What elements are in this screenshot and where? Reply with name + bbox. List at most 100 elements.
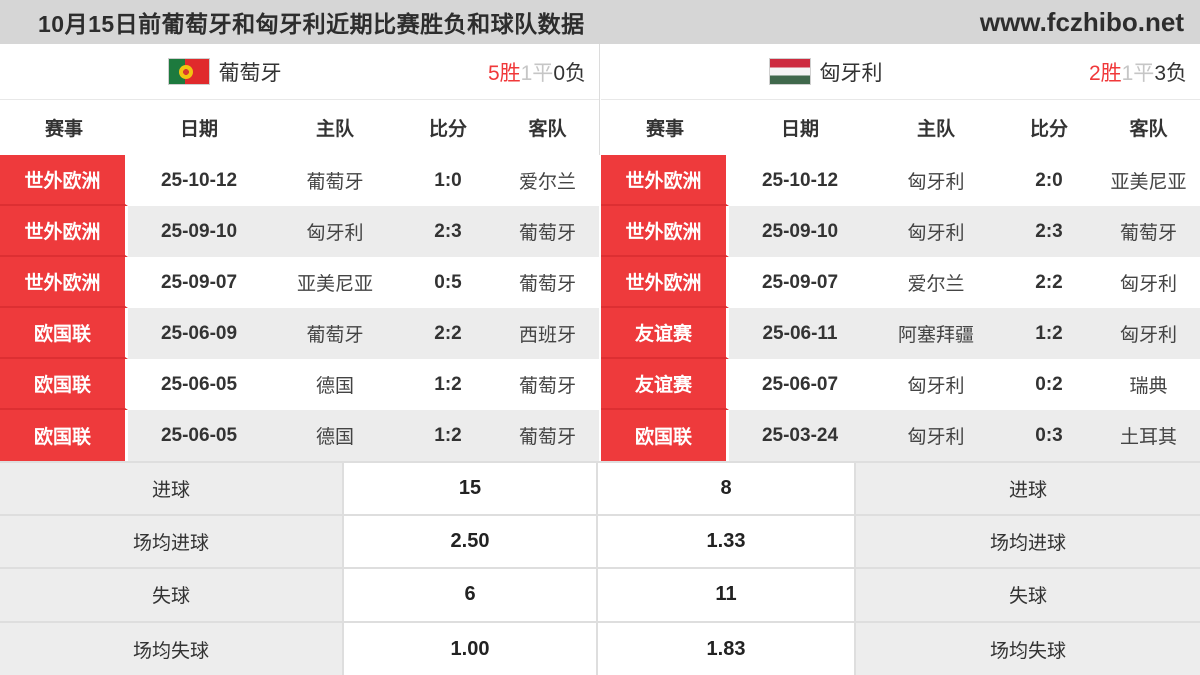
column-header-home: 主队	[916, 119, 955, 140]
table-row: 世外欧洲 25-10-12 匈牙利 2:0 亚美尼亚	[601, 155, 1200, 206]
competition-badge: 欧国联	[0, 308, 128, 359]
match-date: 25-09-07	[160, 271, 238, 293]
competition-badge: 友谊赛	[601, 359, 729, 410]
stat-label-avg-goals: 场均进球	[0, 516, 344, 570]
team-name: 匈牙利	[819, 61, 883, 85]
competition-badge: 世外欧洲	[601, 257, 729, 308]
home-team: 爱尔兰	[907, 274, 965, 295]
title-bar: 10月15日前葡萄牙和匈牙利近期比赛胜负和球队数据 www.fczhibo.ne…	[0, 0, 1200, 44]
stat-label-avg-goals: 场均进球	[856, 516, 1200, 570]
hungary-flag-icon	[768, 58, 811, 85]
home-team: 匈牙利	[907, 223, 965, 244]
home-team: 葡萄牙	[306, 325, 364, 346]
losses-count: 3负	[1154, 61, 1187, 85]
hungary-header: 匈牙利 2胜1平3负	[601, 44, 1200, 100]
match-date: 25-09-10	[761, 220, 839, 242]
stat-value-conceded-portugal: 6	[344, 569, 598, 623]
away-team: 瑞典	[1129, 376, 1168, 397]
away-team: 葡萄牙	[1119, 223, 1177, 244]
match-score: 2:3	[1035, 220, 1063, 242]
table-divider	[599, 44, 600, 155]
stat-label-conceded: 失球	[0, 569, 344, 623]
away-team: 葡萄牙	[518, 376, 576, 397]
home-team: 匈牙利	[907, 376, 965, 397]
stats-row-conceded: 失球 6 11 失球	[0, 569, 1200, 623]
team-name: 葡萄牙	[218, 61, 282, 85]
competition-badge: 欧国联	[0, 410, 128, 461]
away-team: 匈牙利	[1119, 274, 1177, 295]
site-url: www.fczhibo.net	[979, 6, 1184, 37]
stat-label-avg-conceded: 场均失球	[856, 622, 1200, 675]
draws-count: 1平	[1121, 61, 1155, 85]
wins-count: 5胜	[487, 61, 521, 85]
match-score: 0:2	[1035, 373, 1063, 395]
match-score: 0:3	[1035, 424, 1063, 446]
away-team: 葡萄牙	[518, 427, 576, 448]
away-team: 葡萄牙	[518, 274, 576, 295]
column-header-away: 客队	[1129, 119, 1168, 140]
column-header-score: 比分	[428, 119, 467, 140]
match-date: 25-06-05	[160, 373, 238, 395]
match-date: 25-06-11	[762, 322, 838, 344]
match-date: 25-10-12	[160, 169, 238, 191]
competition-badge: 世外欧洲	[0, 206, 128, 257]
home-team: 葡萄牙	[306, 172, 364, 193]
portugal-table: 葡萄牙 5胜1平0负 赛事 日期 主队 比分 客队 世外欧洲 25-10-12 …	[0, 44, 599, 461]
competition-badge: 世外欧洲	[601, 155, 729, 206]
match-score: 1:2	[434, 424, 462, 446]
away-team: 爱尔兰	[518, 172, 576, 193]
table-row: 友谊赛 25-06-07 匈牙利 0:2 瑞典	[601, 359, 1200, 410]
stat-value-avg-goals-portugal: 2.50	[344, 516, 598, 570]
match-score: 2:3	[434, 220, 462, 242]
stat-value-goals-portugal: 15	[344, 463, 598, 517]
match-date: 25-03-24	[761, 424, 839, 446]
column-header-score: 比分	[1029, 119, 1068, 140]
match-date: 25-06-07	[761, 373, 839, 395]
match-date: 25-06-05	[160, 424, 238, 446]
column-header-competition: 赛事	[645, 119, 684, 140]
match-score: 1:0	[434, 169, 462, 191]
home-team: 匈牙利	[907, 172, 965, 193]
table-row: 友谊赛 25-06-11 阿塞拜疆 1:2 匈牙利	[601, 308, 1200, 359]
away-team: 亚美尼亚	[1110, 172, 1187, 193]
draws-count: 1平	[520, 61, 554, 85]
competition-badge: 欧国联	[601, 410, 729, 461]
competition-badge: 世外欧洲	[0, 257, 128, 308]
table-row: 欧国联 25-06-05 德国 1:2 葡萄牙	[0, 359, 599, 410]
table-row: 世外欧洲 25-09-07 爱尔兰 2:2 匈牙利	[601, 257, 1200, 308]
stat-label-avg-conceded: 场均失球	[0, 622, 344, 675]
team-record: 5胜1平0负	[488, 57, 586, 87]
home-team: 阿塞拜疆	[897, 325, 974, 346]
team-record: 2胜1平3负	[1089, 57, 1187, 87]
competition-badge: 世外欧洲	[0, 155, 128, 206]
away-team: 土耳其	[1119, 427, 1177, 448]
table-row: 欧国联 25-06-05 德国 1:2 葡萄牙	[0, 410, 599, 461]
stat-value-avg-conceded-portugal: 1.00	[344, 622, 598, 675]
portugal-header: 葡萄牙 5胜1平0负	[0, 44, 599, 100]
away-team: 匈牙利	[1119, 325, 1177, 346]
column-header-competition: 赛事	[44, 119, 83, 140]
competition-badge: 世外欧洲	[601, 206, 729, 257]
match-score: 1:2	[1035, 322, 1063, 344]
stat-label-conceded: 失球	[856, 569, 1200, 623]
wins-count: 2胜	[1088, 61, 1122, 85]
home-team: 亚美尼亚	[296, 274, 373, 295]
column-headers: 赛事 日期 主队 比分 客队	[0, 100, 599, 155]
column-headers: 赛事 日期 主队 比分 客队	[601, 100, 1200, 155]
match-score: 2:2	[1035, 271, 1063, 293]
match-date: 25-10-12	[761, 169, 839, 191]
home-team: 匈牙利	[907, 427, 965, 448]
table-row: 世外欧洲 25-09-10 匈牙利 2:3 葡萄牙	[0, 206, 599, 257]
table-row: 世外欧洲 25-09-10 匈牙利 2:3 葡萄牙	[601, 206, 1200, 257]
hungary-table: 匈牙利 2胜1平3负 赛事 日期 主队 比分 客队 世外欧洲 25-10-12 …	[601, 44, 1200, 461]
stats-row-avg-conceded: 场均失球 1.00 1.83 场均失球	[0, 622, 1200, 675]
table-row: 欧国联 25-03-24 匈牙利 0:3 土耳其	[601, 410, 1200, 461]
table-row: 世外欧洲 25-10-12 葡萄牙 1:0 爱尔兰	[0, 155, 599, 206]
stat-label-goals: 进球	[856, 463, 1200, 517]
column-header-home: 主队	[315, 119, 354, 140]
match-score: 1:2	[434, 373, 462, 395]
stats-section: 进球 15 8 进球 场均进球 2.50 1.33 场均进球 失球 6 11 失…	[0, 461, 1200, 675]
stat-label-goals: 进球	[0, 463, 344, 517]
losses-count: 0负	[553, 61, 586, 85]
match-score: 0:5	[434, 271, 462, 293]
